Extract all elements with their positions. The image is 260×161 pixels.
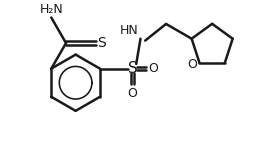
Text: HN: HN [120,24,139,37]
Text: O: O [148,62,158,75]
Text: S: S [98,36,106,50]
Text: O: O [187,58,197,71]
Text: H₂N: H₂N [39,3,63,16]
Text: O: O [127,87,137,100]
Text: S: S [128,61,137,76]
